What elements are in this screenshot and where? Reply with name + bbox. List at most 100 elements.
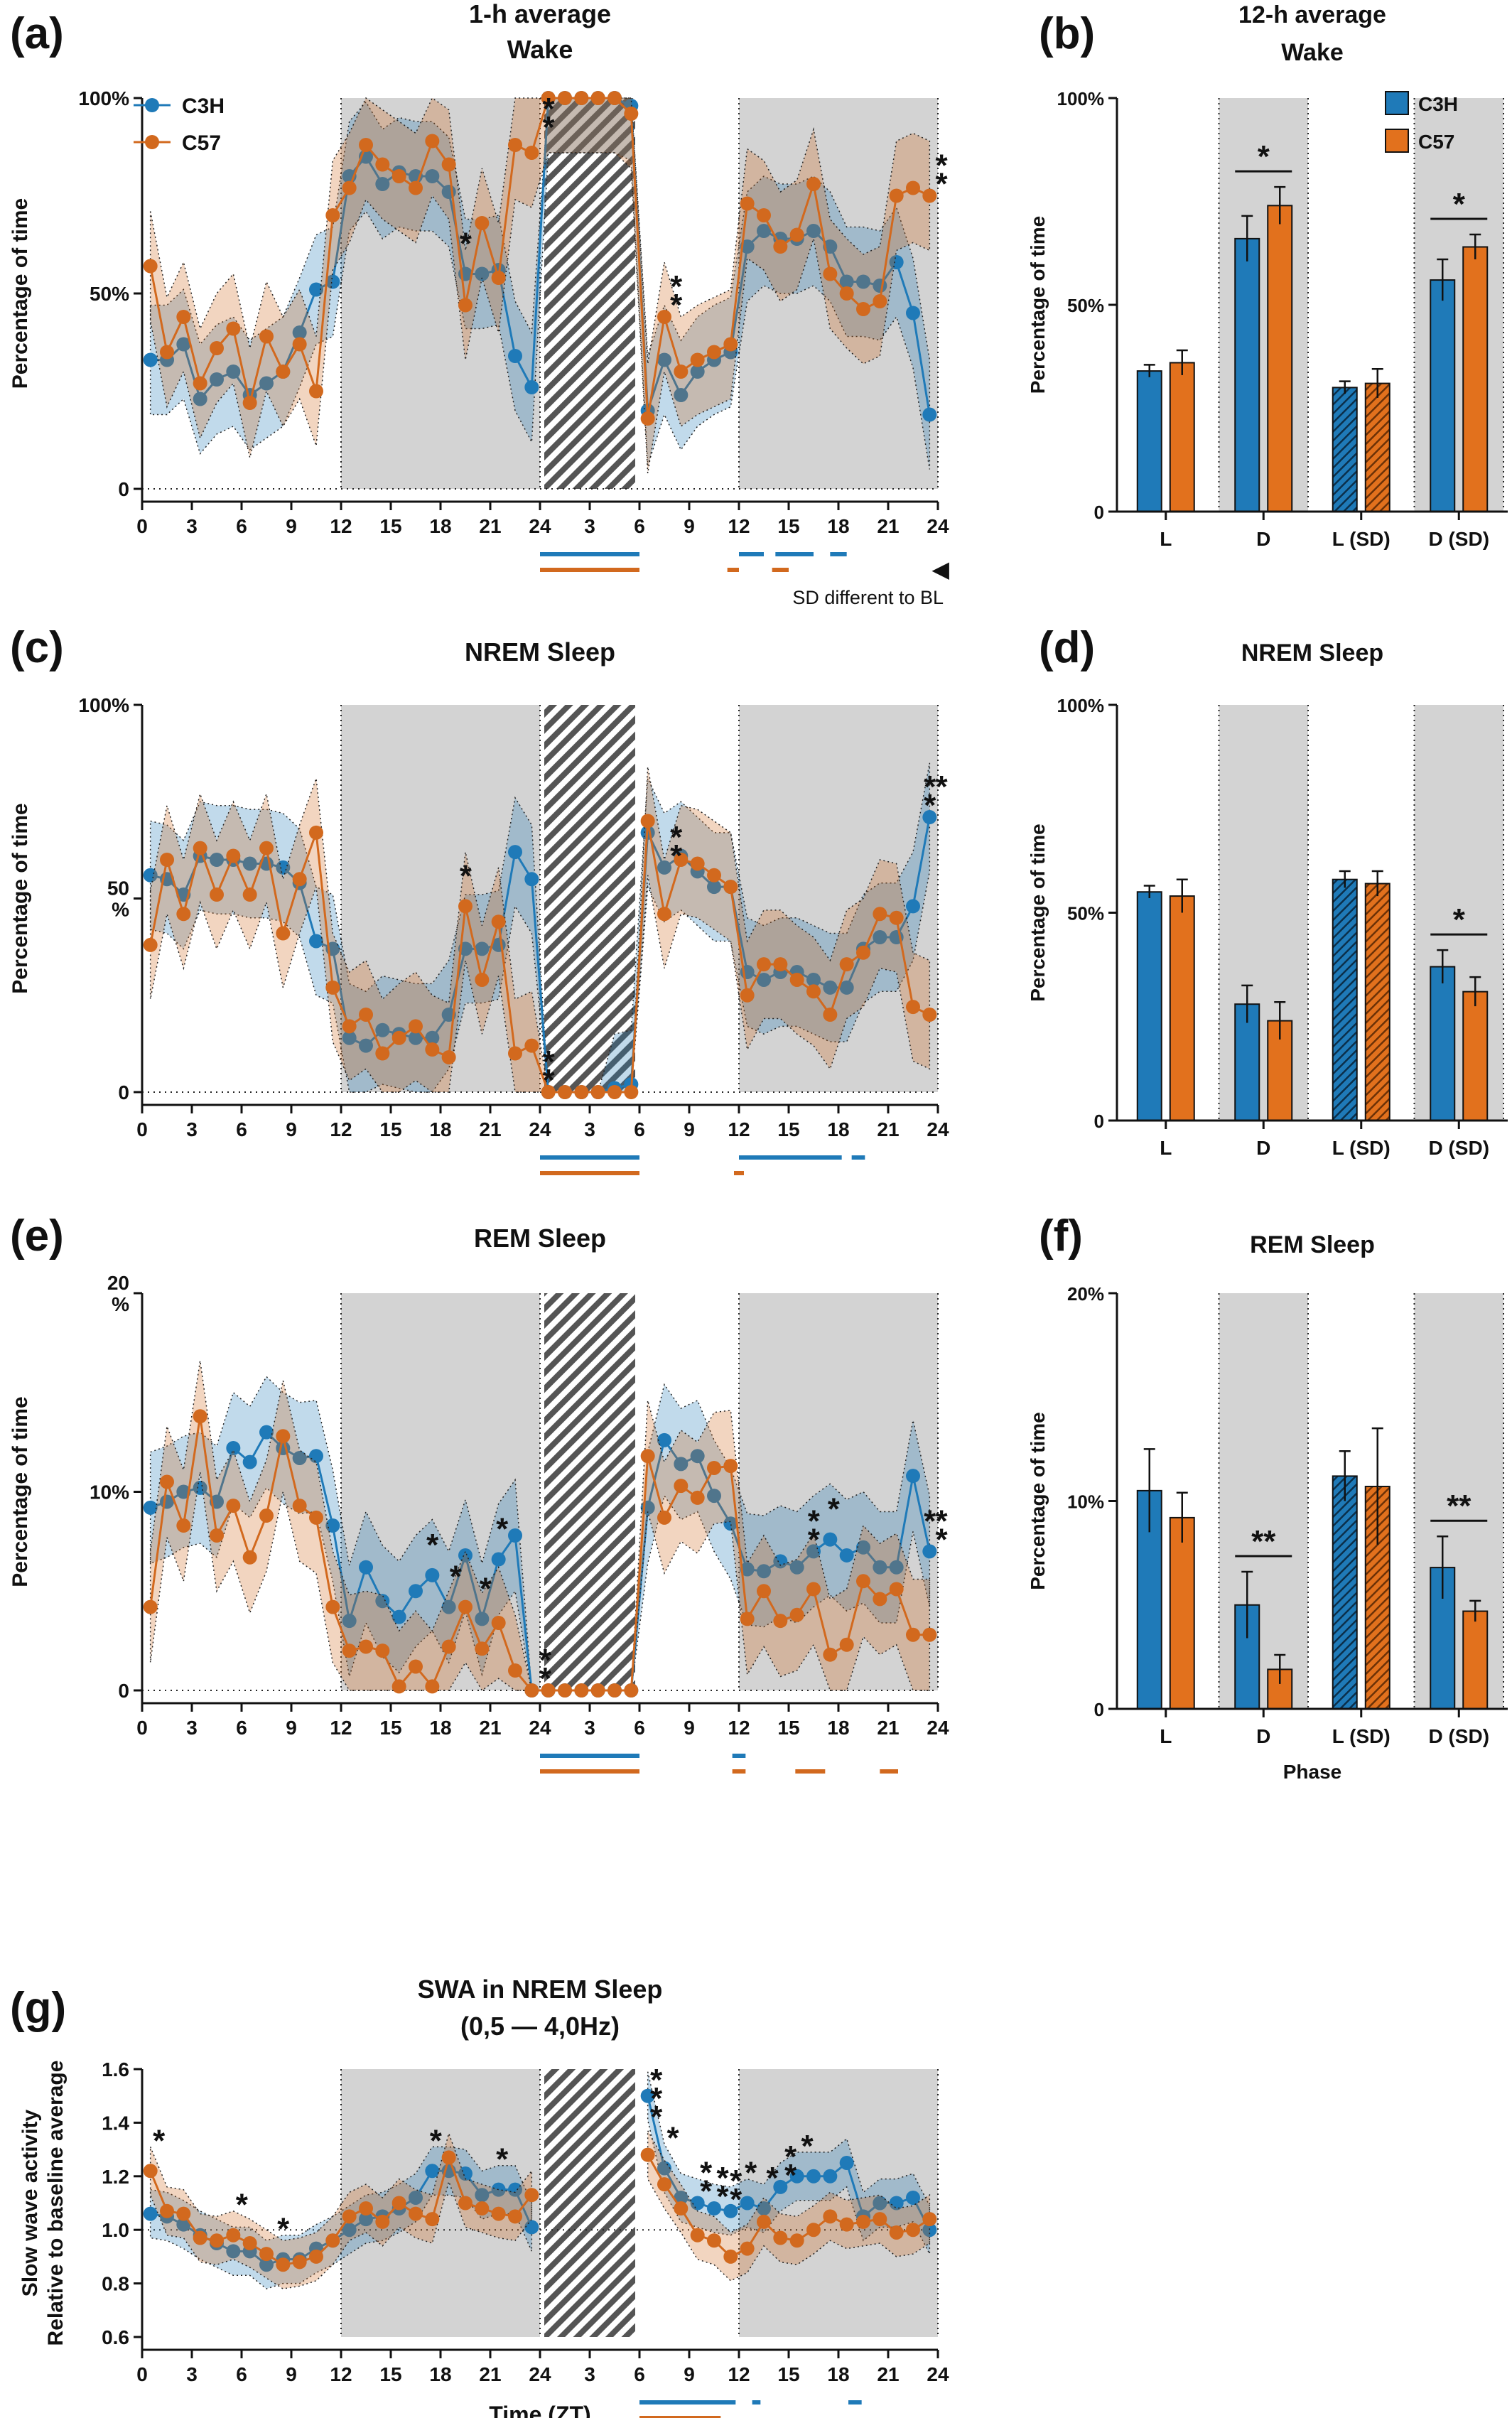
data-point-c57: [309, 384, 323, 399]
x-tick-label: 18: [429, 1717, 451, 1739]
y-tick-label: %: [112, 1293, 129, 1315]
panel-title: SWA in NREM Sleep: [418, 1975, 663, 2004]
data-point-c57: [856, 2214, 870, 2229]
data-point-c57: [259, 329, 274, 344]
y-tick-label: 0.8: [102, 2273, 129, 2295]
data-point-c3h: [143, 1500, 158, 1515]
data-point-c57: [210, 887, 224, 902]
data-point-c57: [259, 1508, 274, 1523]
data-point-c57: [674, 365, 688, 379]
x-tick-label: 15: [777, 515, 799, 537]
data-point-c57: [889, 188, 904, 203]
legend-marker: [145, 98, 159, 112]
significance-mark: *: [426, 1528, 439, 1562]
x-tick-label: 9: [286, 1717, 297, 1739]
data-point-c3h: [757, 224, 771, 238]
data-point-c3h: [342, 2223, 357, 2238]
data-point-c57: [789, 972, 804, 987]
significance-mark: *: [935, 1522, 948, 1557]
x-tick-label: 0: [136, 2363, 148, 2385]
data-point-c57: [409, 180, 423, 195]
significance-mark: *: [924, 1504, 936, 1538]
x-tick-label: 12: [330, 1118, 352, 1140]
data-point-c3h: [723, 1516, 738, 1531]
dark-phase-shade: [1414, 705, 1503, 1121]
significance-mark: *: [496, 2142, 509, 2177]
data-point-c57: [425, 2212, 440, 2227]
data-point-c57: [458, 1599, 472, 1614]
data-point-c3h: [674, 1457, 688, 1472]
significance-mark: *: [450, 1560, 463, 1594]
error-band-c57: [149, 767, 931, 1093]
data-point-c57: [309, 1510, 323, 1525]
data-point-c57: [524, 1683, 539, 1698]
data-point-c3h: [359, 1038, 373, 1053]
data-point-c57: [425, 1042, 440, 1057]
panel-a: *******050%100%0 3 6 9 12 15 18 21 24 3 6 9 12 15 18 21…: [9, 0, 949, 608]
x-tick-label: D: [1256, 528, 1270, 550]
data-point-c57: [806, 984, 821, 999]
data-point-c3h: [508, 2182, 522, 2197]
panel-title: NREM Sleep: [465, 637, 615, 666]
x-tick-label: 21: [877, 2363, 899, 2385]
data-point-c57: [640, 2147, 655, 2162]
x-tick-label: 21: [877, 515, 899, 537]
panel-e: ** ******* * **010%20%0 3 6 9 12 15 18 21 24 3 6 9 12 15…: [9, 1211, 949, 1774]
data-point-c3h: [226, 2244, 241, 2259]
data-point-c3h: [823, 980, 838, 995]
data-point-c57: [674, 853, 688, 867]
x-tick-label: 12: [728, 1118, 750, 1140]
data-point-c57: [226, 1499, 241, 1513]
x-tick-label: 6: [236, 1118, 247, 1140]
x-tick-label: 18: [827, 1118, 849, 1140]
x-tick-label: 9: [684, 515, 695, 537]
data-point-c57: [558, 91, 572, 105]
data-point-c57: [624, 1085, 639, 1099]
x-tick-label: 18: [429, 1118, 451, 1140]
data-point-c3h: [210, 372, 224, 387]
data-point-c3h: [409, 1030, 423, 1045]
data-point-c57: [375, 1046, 390, 1061]
y-tick-label: 50%: [1067, 903, 1104, 924]
x-tick-label: D (SD): [1428, 1137, 1489, 1159]
significance-mark: *: [496, 1512, 509, 1547]
data-point-c3h: [906, 1469, 920, 1484]
data-point-c57: [906, 1627, 920, 1642]
data-point-c3h: [425, 1567, 440, 1582]
data-point-c57: [475, 972, 490, 987]
data-point-c57: [541, 1085, 556, 1099]
data-point-c57: [441, 2150, 456, 2165]
y-axis-label: Percentage of time: [9, 803, 32, 993]
data-point-c57: [176, 907, 191, 922]
data-point-c3h: [690, 365, 705, 379]
data-point-c3h: [210, 853, 224, 867]
significance-mark: *: [730, 2182, 742, 2217]
bar-c57: [1462, 246, 1489, 512]
data-point-c3h: [723, 2203, 738, 2218]
data-point-c57: [657, 310, 671, 324]
bar-c57: [1364, 382, 1390, 513]
data-point-c57: [193, 376, 207, 391]
data-point-c3h: [740, 1562, 755, 1577]
dark-phase-shade: [1414, 1293, 1503, 1709]
sd-annotation-text: SD different to BL: [792, 587, 944, 608]
significance-mark: *: [650, 2081, 663, 2116]
y-tick-label: 100%: [78, 694, 129, 716]
data-point-c57: [541, 91, 556, 105]
data-point-c57: [342, 180, 357, 195]
data-point-c57: [922, 1008, 937, 1022]
data-point-c57: [823, 1008, 838, 1022]
data-point-c57: [491, 2206, 506, 2221]
x-axis-label: Phase: [1283, 1761, 1342, 1783]
data-point-c57: [409, 1659, 423, 1674]
data-point-c57: [210, 341, 224, 355]
data-point-c57: [707, 345, 721, 360]
data-point-c3h: [392, 1609, 406, 1624]
x-tick-label: 3: [584, 2363, 595, 2385]
data-point-c57: [789, 1607, 804, 1622]
data-point-c3h: [757, 2201, 771, 2216]
data-point-c3h: [375, 1594, 390, 1609]
data-point-c57: [276, 1429, 291, 1444]
data-point-c57: [906, 1000, 920, 1015]
x-tick-label: 15: [777, 1717, 799, 1739]
